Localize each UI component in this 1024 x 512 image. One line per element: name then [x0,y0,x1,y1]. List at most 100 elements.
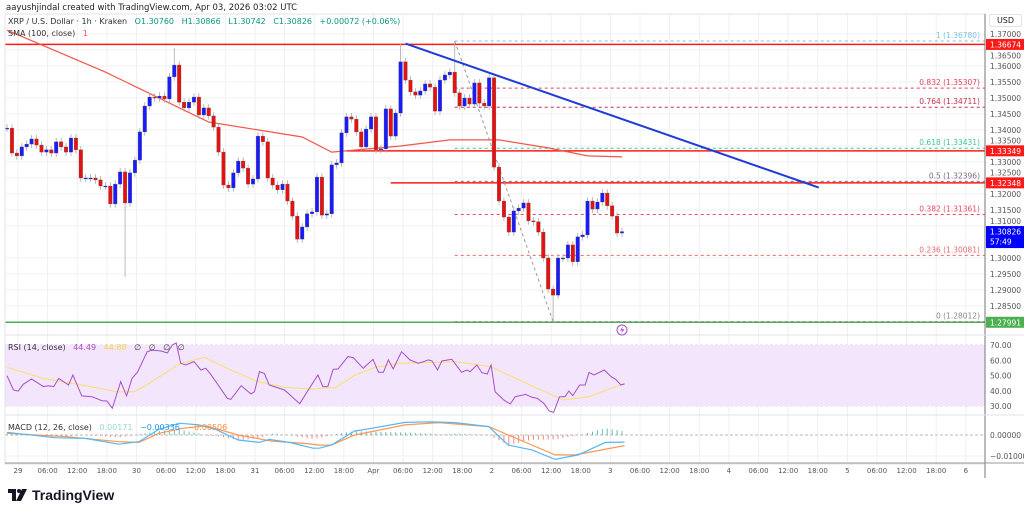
candle-body [211,115,216,128]
candle-body [570,244,575,262]
candle [457,89,462,110]
fib-level-label: 0.236 (1.30081) [919,245,980,254]
candle-body [541,231,546,259]
price-tick-label: 1.29000 [990,286,1021,295]
candle [418,87,423,99]
candle-body [103,185,108,188]
fib-level-label: 0.764 (1.34711) [919,97,980,106]
macd-signal-line [6,421,625,456]
candle-body [452,71,457,94]
sma-label: SMA (100, close) [8,29,76,38]
candle-body [561,257,565,260]
candle-body [39,144,44,153]
time-tick-label: 18:00 [571,467,591,475]
candle [359,128,364,151]
candle-body [580,234,585,238]
candle [216,123,221,156]
candle-body [5,127,9,130]
candle-body [344,116,349,134]
rsi-legend[interactable]: RSI (14, close) 44.49 44.88 ∅ ∅ ∅ ∅ [8,343,185,352]
fib-level-label: 0.832 (1.35307) [919,78,980,87]
candle-body [324,213,329,216]
candle-body [285,183,290,202]
candle-body [536,221,541,233]
rsi-band [5,345,985,406]
candle-body [551,288,556,296]
candle-body [620,231,624,234]
candle [187,98,191,112]
candle [423,80,428,95]
candle [241,157,246,172]
candle-body [428,83,433,88]
axes: 29 06:00 12:00 18:00 30 06:00 12:00 18:00 31 06:0… [4,13,1024,478]
candle-body [93,177,98,181]
candle-body [147,96,152,107]
candle [265,138,270,182]
price-tick-label: 1.35000 [990,94,1021,103]
candle [177,61,182,106]
rsi-tick-label: 40.00 [990,387,1012,396]
candle [231,169,236,192]
rsi-ma-line [6,356,625,401]
candle-body [172,64,177,78]
candle [300,223,305,243]
time-tick-label: 12:00 [423,467,443,475]
sma-legend[interactable]: SMA (100, close) 1 [8,29,88,38]
candle [64,143,68,156]
time-tick-label: 12:00 [897,467,917,475]
lightning-icon[interactable] [616,324,628,336]
candle [482,99,487,110]
candle-body [123,171,128,204]
change-value: +0.00072 (+0.06%) [319,17,401,26]
rsi-extra: ∅ [148,343,156,352]
tradingview-logo[interactable]: TradingView [8,487,114,503]
candle [54,138,59,157]
candle [497,163,501,205]
price-tick-label: 1.32000 [990,190,1021,199]
time-tick-label: 30 [132,467,141,475]
candle [546,254,551,293]
currency-button[interactable]: USD [989,14,1022,27]
time-tick-label: 18:00 [452,467,472,475]
candle-body [590,200,595,210]
candle [492,74,497,171]
candle-body [290,200,295,217]
macd-label: MACD (12, 26, close) [8,423,92,432]
candle-body [157,95,162,99]
price-tick-label: 1.31500 [990,206,1021,215]
candle [467,94,472,108]
symbol-title[interactable]: XRP / U.S. Dollar · 1h · Kraken [8,17,128,26]
candle [39,141,44,156]
candle [69,134,73,156]
macd-legend[interactable]: MACD (12, 26, close) 0.00171 −0.00336 −0… [8,423,227,432]
price-tag-bg [986,316,1024,328]
candle-body [398,61,403,114]
candle [526,199,531,225]
candle [196,93,201,119]
rsi-extra: ∅ [163,343,171,352]
open-value: O1.30760 [134,17,175,26]
trendline[interactable] [405,42,820,189]
candle-body [575,236,580,262]
candle [255,132,260,183]
horizontal-levels [5,43,985,324]
candle-body [118,171,123,185]
candle-body [334,162,339,166]
fibonacci-retracement[interactable]: 1 (1.36780) 0.832 (1.35307) 0.764 (1.34711… [454,31,985,323]
candle [531,217,536,226]
candle [452,41,457,97]
candle-body [182,102,187,109]
candle [147,93,152,110]
time-tick-label: 18:00 [97,467,117,475]
candle [310,208,314,218]
candle-body [433,86,437,112]
candle-body [305,213,310,228]
candle-body [44,149,49,153]
low-value: L1.30742 [228,17,266,26]
candle [142,102,147,136]
candle-body [438,79,442,112]
candle [610,202,615,220]
time-tick-label: 06:00 [274,467,294,475]
